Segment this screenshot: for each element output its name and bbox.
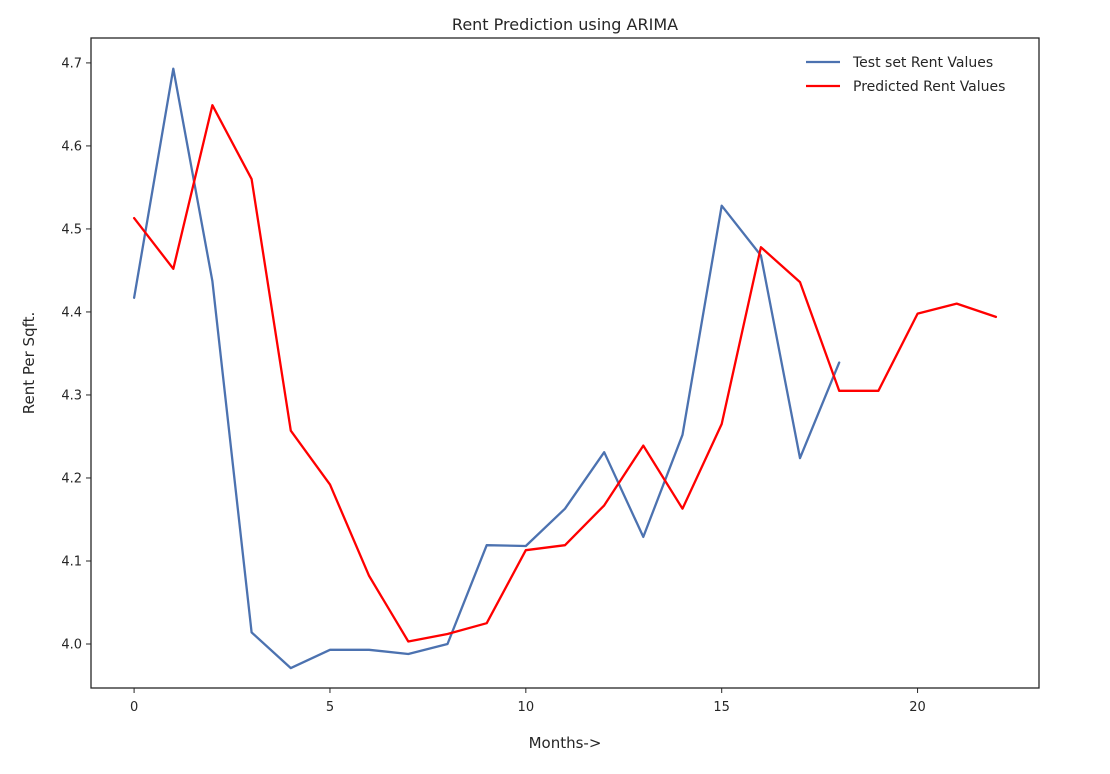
x-tick-label: 10 xyxy=(518,700,535,715)
series-line-1 xyxy=(132,104,998,643)
y-tick-label: 4.7 xyxy=(61,56,82,71)
x-axis-label: Months-> xyxy=(529,734,602,752)
x-axis: 0 5 10 15 20 xyxy=(130,688,926,715)
y-tick-label: 4.3 xyxy=(61,388,82,403)
y-tick-label: 4.2 xyxy=(61,471,82,486)
y-tick-label: 4.0 xyxy=(61,638,82,653)
y-tick-label: 4.1 xyxy=(61,554,82,569)
legend-label: Predicted Rent Values xyxy=(853,79,1005,95)
x-tick-label: 0 xyxy=(130,700,138,715)
y-axis: 4.0 4.1 4.2 4.3 4.4 4.5 4.6 4.7 xyxy=(61,56,91,653)
y-axis-label: Rent Per Sqft. xyxy=(20,312,38,415)
legend: Test set Rent Values Predicted Rent Value… xyxy=(806,55,1005,95)
series-layer xyxy=(132,67,998,670)
legend-label: Test set Rent Values xyxy=(852,55,993,71)
y-tick-label: 4.4 xyxy=(61,305,82,320)
plot-area-frame xyxy=(90,37,1040,689)
x-tick-label: 15 xyxy=(713,700,730,715)
chart-title: Rent Prediction using ARIMA xyxy=(452,15,678,34)
y-tick-label: 4.5 xyxy=(61,222,82,237)
series-line-0 xyxy=(132,67,841,670)
x-tick-label: 5 xyxy=(326,700,334,715)
y-tick-label: 4.6 xyxy=(61,139,82,154)
x-tick-label: 20 xyxy=(909,700,926,715)
